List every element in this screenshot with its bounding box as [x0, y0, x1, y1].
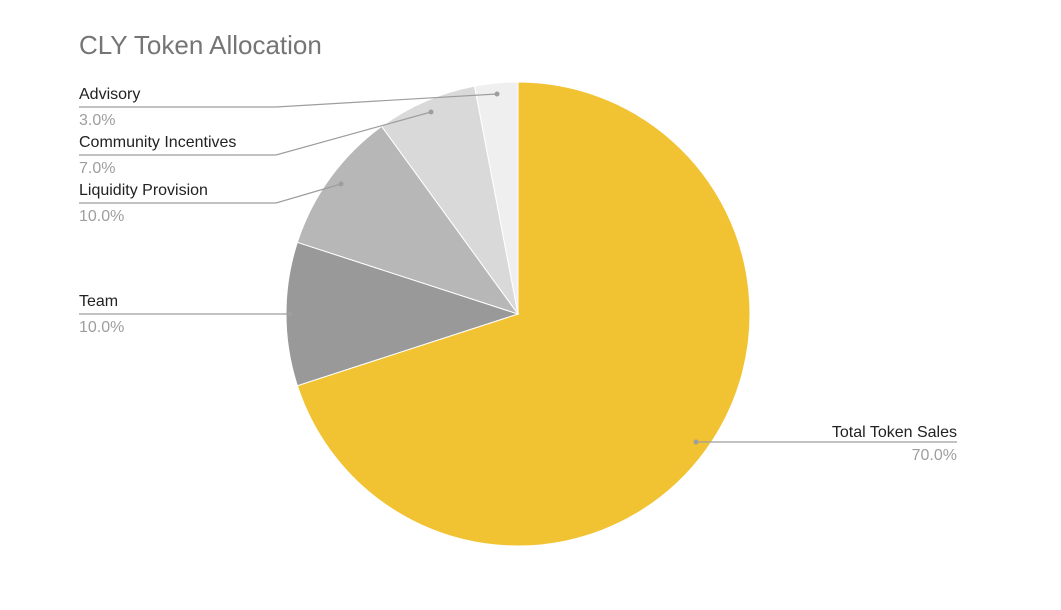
chart-title: CLY Token Allocation [79, 30, 322, 60]
slice-labels: Total Token Sales 70.0% Team 10.0% Liquidity… [79, 86, 957, 464]
slice-label-liquidity-provision: Liquidity Provision [79, 182, 208, 199]
slice-label-advisory: Advisory [79, 86, 140, 103]
slice-percent-advisory: 3.0% [79, 112, 115, 129]
leader-line-liquidity-provision [79, 183, 342, 204]
pie-slices [285, 81, 751, 547]
leader-dot-team [287, 311, 293, 317]
slice-percent-total-token-sales: 70.0% [912, 447, 957, 464]
leader-dot-total-token-sales [693, 439, 699, 445]
slice-label-total-token-sales: Total Token Sales [832, 424, 957, 441]
pie-slice-total-token-sales [296, 81, 751, 547]
leader-dot-community-incentives [428, 109, 434, 115]
leader-dot-liquidity-provision [338, 181, 344, 187]
leader-lines [79, 91, 957, 445]
slice-percent-community-incentives: 7.0% [79, 160, 115, 177]
leader-line-advisory [79, 93, 498, 108]
leader-dot-advisory [494, 91, 500, 97]
leader-line-community-incentives [79, 111, 432, 156]
slice-percent-team: 10.0% [79, 319, 124, 336]
slice-percent-liquidity-provision: 10.0% [79, 208, 124, 225]
pie-slice-liquidity-provision [296, 125, 520, 315]
pie-slice-advisory [473, 81, 519, 315]
slice-label-team: Team [79, 293, 118, 310]
slice-label-community-incentives: Community Incentives [79, 134, 236, 151]
